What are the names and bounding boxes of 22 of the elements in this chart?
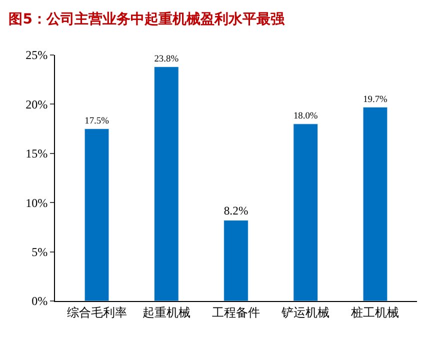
x-tick-label: 起重机械 <box>142 305 190 320</box>
x-tick-label: 综合毛利率 <box>66 305 127 320</box>
x-tick-label: 桩工机械 <box>350 305 400 320</box>
x-tick-label: 工程备件 <box>212 305 260 320</box>
y-tick-label: 15% <box>26 146 48 161</box>
y-tick-label: 25% <box>26 48 48 62</box>
y-tick-label: 10% <box>26 196 48 210</box>
data-label: 19.7% <box>363 94 388 105</box>
data-label: 8.2% <box>224 204 248 218</box>
bar <box>293 124 318 301</box>
data-label: 23.8% <box>154 54 179 64</box>
bar <box>224 220 248 301</box>
x-tick-label: 铲运机械 <box>280 305 330 320</box>
y-tick-label: 20% <box>26 97 48 112</box>
chart-title: 图5：公司主营业务中起重机械盈利水平最强 <box>8 10 286 28</box>
data-label: 17.5% <box>84 116 110 126</box>
bar <box>154 66 179 301</box>
data-label: 18.0% <box>293 112 318 122</box>
bar <box>362 106 388 301</box>
y-tick-label: 5% <box>32 245 48 259</box>
y-tick-label: 0% <box>32 294 48 308</box>
bar <box>84 128 110 301</box>
